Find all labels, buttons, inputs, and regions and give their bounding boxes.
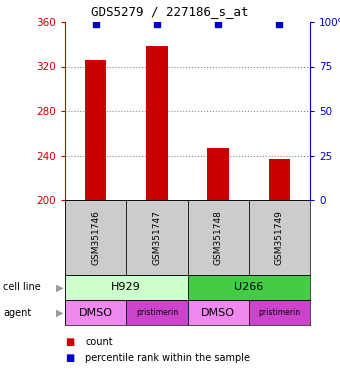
Bar [187,300,249,325]
Text: count: count [85,337,113,347]
Text: GSM351748: GSM351748 [214,210,223,265]
Bar [249,200,310,275]
Text: GSM351746: GSM351746 [91,210,100,265]
Text: pristimerin: pristimerin [258,308,301,317]
Bar [187,200,249,275]
Text: DMSO: DMSO [201,308,235,318]
Bar [65,275,187,300]
Bar [207,148,229,200]
Text: H929: H929 [112,283,141,293]
Text: GSM351749: GSM351749 [275,210,284,265]
Bar [126,200,187,275]
Bar [146,46,168,200]
Text: ▶: ▶ [56,283,63,293]
Text: pristimerin: pristimerin [136,308,178,317]
Bar [126,300,187,325]
Bar [269,159,290,200]
Text: ▶: ▶ [56,308,63,318]
Text: ■: ■ [65,353,74,363]
Text: ■: ■ [65,337,74,347]
Text: agent: agent [3,308,32,318]
Text: GDS5279 / 227186_s_at: GDS5279 / 227186_s_at [91,5,249,18]
Text: cell line: cell line [3,283,41,293]
Text: DMSO: DMSO [79,308,113,318]
Bar [65,300,126,325]
Bar [65,200,126,275]
Text: percentile rank within the sample: percentile rank within the sample [85,353,250,363]
Text: U266: U266 [234,283,264,293]
Bar [187,275,310,300]
Text: GSM351747: GSM351747 [152,210,161,265]
Bar [249,300,310,325]
Bar [85,60,106,200]
